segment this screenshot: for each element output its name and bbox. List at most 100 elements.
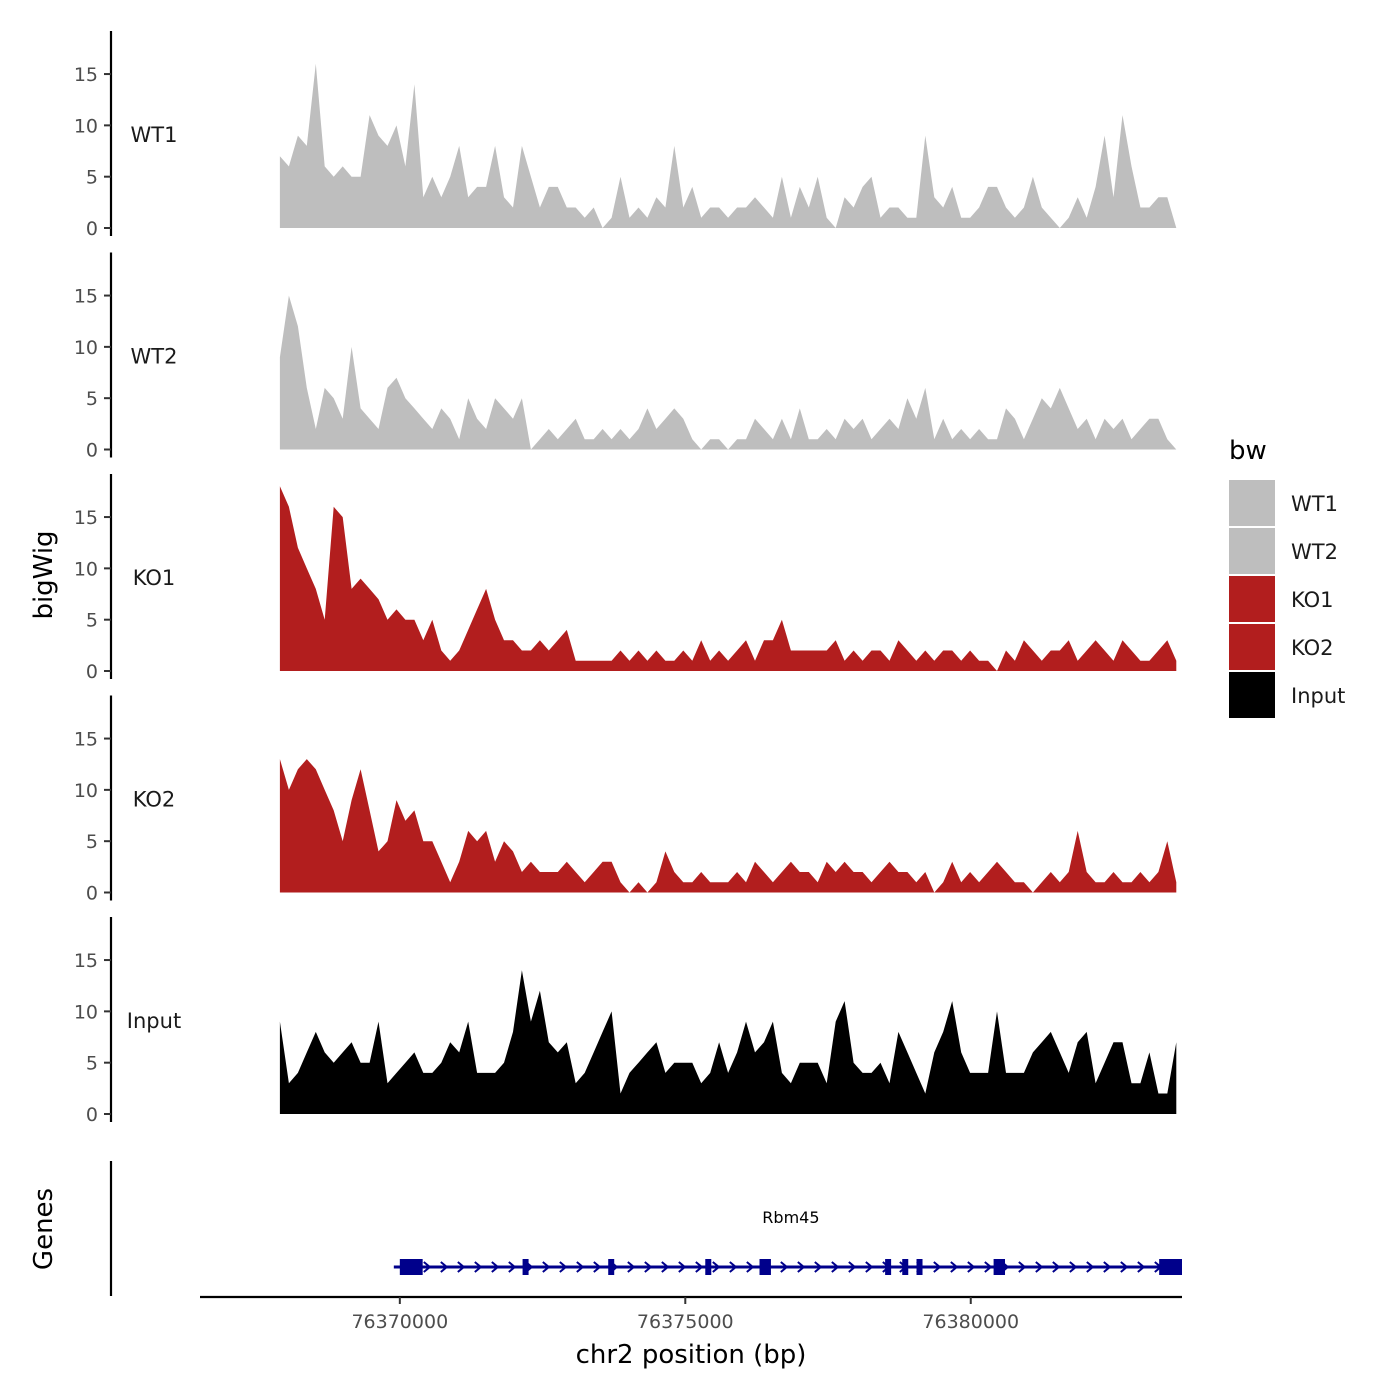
strand-arrow: [644, 1261, 653, 1273]
track-label-wt1: WT1: [131, 123, 178, 147]
legend-swatch-input: [1229, 672, 1275, 718]
legend-swatch-ko1: [1229, 576, 1275, 622]
y-tick-label: 0: [86, 661, 98, 683]
legend-swatch-ko2: [1229, 624, 1275, 670]
strand-arrow: [950, 1261, 959, 1273]
legend-item-input: Input: [1229, 672, 1345, 718]
x-axis: 76370000 76375000 76380000 chr2 position (…: [200, 1295, 1182, 1370]
gene-track: Genes Rbm45: [29, 1161, 1182, 1296]
y-tick-label: 15: [74, 950, 98, 972]
y-tick-label: 15: [74, 286, 98, 308]
gene-name-label: Rbm45: [762, 1208, 819, 1227]
strand-arrow: [712, 1261, 721, 1273]
strand-arrow: [474, 1261, 483, 1273]
strand-arrow: [508, 1261, 517, 1273]
coverage-area-ko2: [279, 759, 1177, 893]
strand-arrow: [593, 1261, 602, 1273]
x-tick-label: 76375000: [637, 1311, 734, 1333]
y-tick-label: 10: [74, 780, 98, 802]
strand-arrow: [933, 1261, 942, 1273]
gene-exon: [759, 1259, 771, 1275]
strand-arrow: [780, 1261, 789, 1273]
gene-model: [393, 1259, 1182, 1275]
y-tick-label: 10: [74, 337, 98, 359]
y-tick-label: 5: [86, 831, 98, 853]
gene-exon: [1159, 1259, 1182, 1275]
tracks: 0 5 10 15 WT1 0 5 10 15 WT2 0 5 10 15 KO1 0 5 10 15 KO2 0 5 10…: [74, 31, 1177, 1126]
strand-arrow: [423, 1261, 432, 1273]
y-tick-label: 15: [74, 729, 98, 751]
y-tick-label: 0: [86, 1104, 98, 1126]
track-label-input: Input: [127, 1009, 181, 1033]
legend-items: WT1 WT2 KO1 KO2 Input: [1229, 480, 1345, 718]
gene-exon: [608, 1259, 615, 1275]
legend-item-wt1: WT1: [1229, 480, 1338, 526]
track-wt2: 0 5 10 15 WT2: [74, 252, 1177, 462]
strand-arrow: [661, 1261, 670, 1273]
coverage-area-wt2: [279, 295, 1177, 450]
strand-arrow: [678, 1261, 687, 1273]
x-axis-title: chr2 position (bp): [576, 1340, 807, 1370]
y-tick-label: 10: [74, 1001, 98, 1023]
gene-exon: [705, 1259, 712, 1275]
gene-exon: [885, 1259, 892, 1275]
strand-arrow: [1069, 1261, 1078, 1273]
y-tick-label: 5: [86, 1053, 98, 1075]
track-label-ko2: KO2: [133, 788, 176, 812]
legend-swatch-wt1: [1229, 480, 1275, 526]
track-label-wt2: WT2: [131, 345, 178, 369]
strand-arrow: [1052, 1261, 1061, 1273]
strand-arrow: [1137, 1261, 1146, 1273]
y-axis-title: bigWig: [29, 530, 59, 619]
y-tick-label: 5: [86, 610, 98, 632]
strand-arrow: [627, 1261, 636, 1273]
legend-label-wt2: WT2: [1291, 540, 1338, 564]
track-ko2: 0 5 10 15 KO2: [74, 695, 1177, 905]
strand-arrow: [491, 1261, 500, 1273]
y-tick-label: 5: [86, 167, 98, 189]
strand-arrow: [440, 1261, 449, 1273]
track-wt1: 0 5 10 15 WT1: [74, 31, 1177, 240]
strand-arrow: [831, 1261, 840, 1273]
strand-arrow: [797, 1261, 806, 1273]
legend-item-ko1: KO1: [1229, 576, 1334, 622]
strand-arrow: [984, 1261, 993, 1273]
legend-label-input: Input: [1291, 684, 1345, 708]
strand-arrow: [967, 1261, 976, 1273]
legend: bw WT1 WT2 KO1 KO2 Input: [1229, 436, 1345, 718]
coverage-area-wt1: [279, 63, 1177, 228]
legend-item-ko2: KO2: [1229, 624, 1334, 670]
strand-arrow: [1035, 1261, 1044, 1273]
y-tick-label: 0: [86, 218, 98, 240]
genes-axis-title: Genes: [29, 1188, 59, 1270]
gene-exon: [993, 1259, 1006, 1275]
legend-label-ko1: KO1: [1291, 588, 1334, 612]
legend-label-wt1: WT1: [1291, 492, 1338, 516]
y-tick-label: 15: [74, 64, 98, 86]
strand-arrow: [1018, 1261, 1027, 1273]
strand-arrow: [1120, 1261, 1129, 1273]
strand-arrow: [559, 1261, 568, 1273]
legend-item-wt2: WT2: [1229, 528, 1338, 574]
legend-swatch-wt2: [1229, 528, 1275, 574]
gene-exon: [399, 1259, 423, 1275]
track-input: 0 5 10 15 Input: [74, 917, 1177, 1126]
strand-arrow: [1086, 1261, 1095, 1273]
strand-arrow: [695, 1261, 704, 1273]
strand-arrow: [457, 1261, 466, 1273]
legend-label-ko2: KO2: [1291, 636, 1334, 660]
strand-arrow: [848, 1261, 857, 1273]
track-label-ko1: KO1: [133, 566, 176, 590]
strand-arrow: [814, 1261, 823, 1273]
gene-exon: [902, 1259, 909, 1275]
strand-arrow: [865, 1261, 874, 1273]
y-tick-label: 0: [86, 440, 98, 462]
strand-arrow: [729, 1261, 738, 1273]
legend-title: bw: [1229, 436, 1267, 466]
strand-arrow: [576, 1261, 585, 1273]
gene-exon: [522, 1259, 529, 1275]
coverage-area-input: [279, 970, 1177, 1114]
x-tick-label: 76370000: [351, 1311, 448, 1333]
gene-exon: [916, 1259, 923, 1275]
